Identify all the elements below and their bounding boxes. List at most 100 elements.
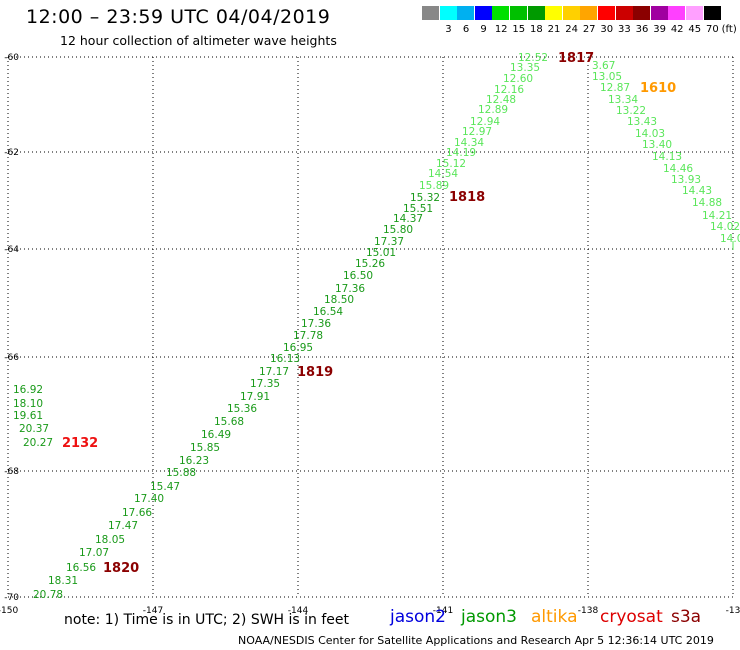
wave-height-value: 20.78 xyxy=(33,589,63,601)
legend-label: 30 xyxy=(600,24,614,35)
satellite-label-cryosat: cryosat xyxy=(600,607,663,627)
satellite-label-s3a: s3a xyxy=(671,607,702,627)
legend-label: 24 xyxy=(565,24,578,35)
legend-label: 33 xyxy=(618,24,631,35)
wave-height-value: 18.05 xyxy=(95,534,125,546)
legend-label: 39 xyxy=(653,24,666,35)
wave-height-value: 15.80 xyxy=(383,224,413,236)
wave-height-value: 12.89 xyxy=(478,104,508,116)
wave-height-value: 18.10 xyxy=(13,398,43,410)
pass-time-labels: 1817 1610 1818 1819 2132 1820 xyxy=(62,51,676,576)
lon-tick-label: -138 xyxy=(578,606,599,616)
lon-tick-label: -147 xyxy=(143,606,163,616)
legend-swatch xyxy=(703,6,721,20)
wave-height-value: 16.23 xyxy=(179,455,209,467)
legend-label: 27 xyxy=(582,24,596,35)
wave-height-value: 13.22 xyxy=(616,105,646,117)
lat-tick-label: -68 xyxy=(4,467,19,477)
legend-label: 70 xyxy=(706,24,719,35)
wave-height-value: 15.26 xyxy=(355,258,385,270)
legend-label: 42 xyxy=(670,24,684,35)
wave-height-value: 17.36 xyxy=(335,283,365,295)
wave-height-value: 17.37 xyxy=(374,236,404,248)
axis-tick-labels: -150 -147 -144 -141 -138 -13 -60 -62 -64 -66 -68 -7… xyxy=(0,53,740,616)
wave-height-value: 14.54 xyxy=(428,168,458,180)
wave-height-value: 14.03 xyxy=(635,128,665,140)
note-text: note: 1) Time is in UTC; 2) SWH is in fe… xyxy=(64,612,350,628)
wave-height-value: 12.52 xyxy=(518,52,548,64)
wave-height-value: 14.34 xyxy=(454,137,484,149)
wave-height-value: 15.85 xyxy=(190,442,220,454)
wave-height-value: 12.48 xyxy=(486,94,516,106)
legend-label: 45 xyxy=(688,24,702,35)
pass-time-label: 1817 xyxy=(558,51,594,66)
wave-height-value: 16.56 xyxy=(66,562,96,574)
legend-label: 21 xyxy=(547,24,561,35)
wave-height-value: 14.46 xyxy=(663,163,693,175)
wave-height-value: 17.35 xyxy=(250,378,280,390)
wave-height-value: 15.89 xyxy=(419,180,449,192)
wave-height-value: 15.51 xyxy=(403,203,433,215)
lat-tick-label: -66 xyxy=(4,353,19,363)
wave-height-value: 13.93 xyxy=(671,174,701,186)
map-subtitle: 12 hour collection of altimeter wave hei… xyxy=(60,33,337,48)
wave-height-value: 13.05 xyxy=(592,71,622,83)
wave-height-value: 15.36 xyxy=(227,403,257,415)
wave-height-value: 17.17 xyxy=(259,366,289,378)
legend-swatch xyxy=(545,6,563,20)
wave-height-value: 15.88 xyxy=(166,467,196,479)
wave-height-value: 16.13 xyxy=(270,353,300,365)
wave-height-value: 12.60 xyxy=(503,73,533,85)
satellite-label-altika: altika xyxy=(531,607,578,627)
wave-height-value: 19.61 xyxy=(13,410,43,422)
wave-height-value: 20.37 xyxy=(19,423,49,435)
legend-swatch xyxy=(527,6,545,20)
wave-height-value: 14.43 xyxy=(682,185,712,197)
lon-tick-label: -150 xyxy=(0,606,18,616)
wave-height-value: 13.35 xyxy=(510,62,540,74)
wave-height-value: 3.67 xyxy=(592,60,615,72)
lat-tick-label: -60 xyxy=(4,53,19,63)
legend-swatch xyxy=(422,6,439,20)
legend-label: 12 xyxy=(494,24,508,35)
legend-swatch xyxy=(562,6,580,20)
wave-height-value: 14.19 xyxy=(446,147,476,159)
wave-height-value: 15.47 xyxy=(150,481,180,493)
wave-height-value: 17.07 xyxy=(79,547,109,559)
wave-height-value: 15.68 xyxy=(214,416,244,428)
lat-tick-label: -70 xyxy=(4,593,19,603)
legend-label: 3 xyxy=(445,24,452,35)
wave-height-value: 15.32 xyxy=(410,192,440,204)
wave-height-value: 14.13 xyxy=(652,151,682,163)
wave-height-value: 16.50 xyxy=(343,270,373,282)
wave-height-value: 20.27 xyxy=(23,437,53,449)
wave-height-value: 17.36 xyxy=(301,318,331,330)
wave-height-value: 14.21 xyxy=(702,210,732,222)
legend-swatch xyxy=(686,6,703,20)
wave-height-value: 13.40 xyxy=(642,139,672,151)
legend-swatch xyxy=(474,6,492,20)
wave-height-value: 15.01 xyxy=(366,247,396,259)
wave-height-value: 18.50 xyxy=(324,294,354,306)
legend-swatch xyxy=(510,6,527,20)
legend-swatch xyxy=(668,6,686,20)
pass-time-label: 1819 xyxy=(297,365,333,380)
legend-swatch xyxy=(615,6,633,20)
wave-height-value: 16.92 xyxy=(13,384,43,396)
pass-time-label: 1820 xyxy=(103,561,139,576)
wave-height-value: 12.94 xyxy=(470,116,500,128)
satellite-label-jason2: jason2 xyxy=(390,607,446,627)
legend-unit: (ft) xyxy=(721,24,737,35)
legend-label: 15 xyxy=(512,24,526,35)
wave-height-value: 14.0 xyxy=(720,233,740,245)
legend-swatch xyxy=(598,6,615,20)
legend-label: 18 xyxy=(530,24,543,35)
satellite-label-jason3: jason3 xyxy=(461,607,517,627)
legend-label: 9 xyxy=(480,24,487,35)
lon-tick-label: -13 xyxy=(726,606,740,616)
lat-tick-label: -62 xyxy=(4,148,19,158)
lon-tick-label: -141 xyxy=(433,606,453,616)
legend-label: 36 xyxy=(635,24,649,35)
legend-swatch xyxy=(650,6,668,20)
